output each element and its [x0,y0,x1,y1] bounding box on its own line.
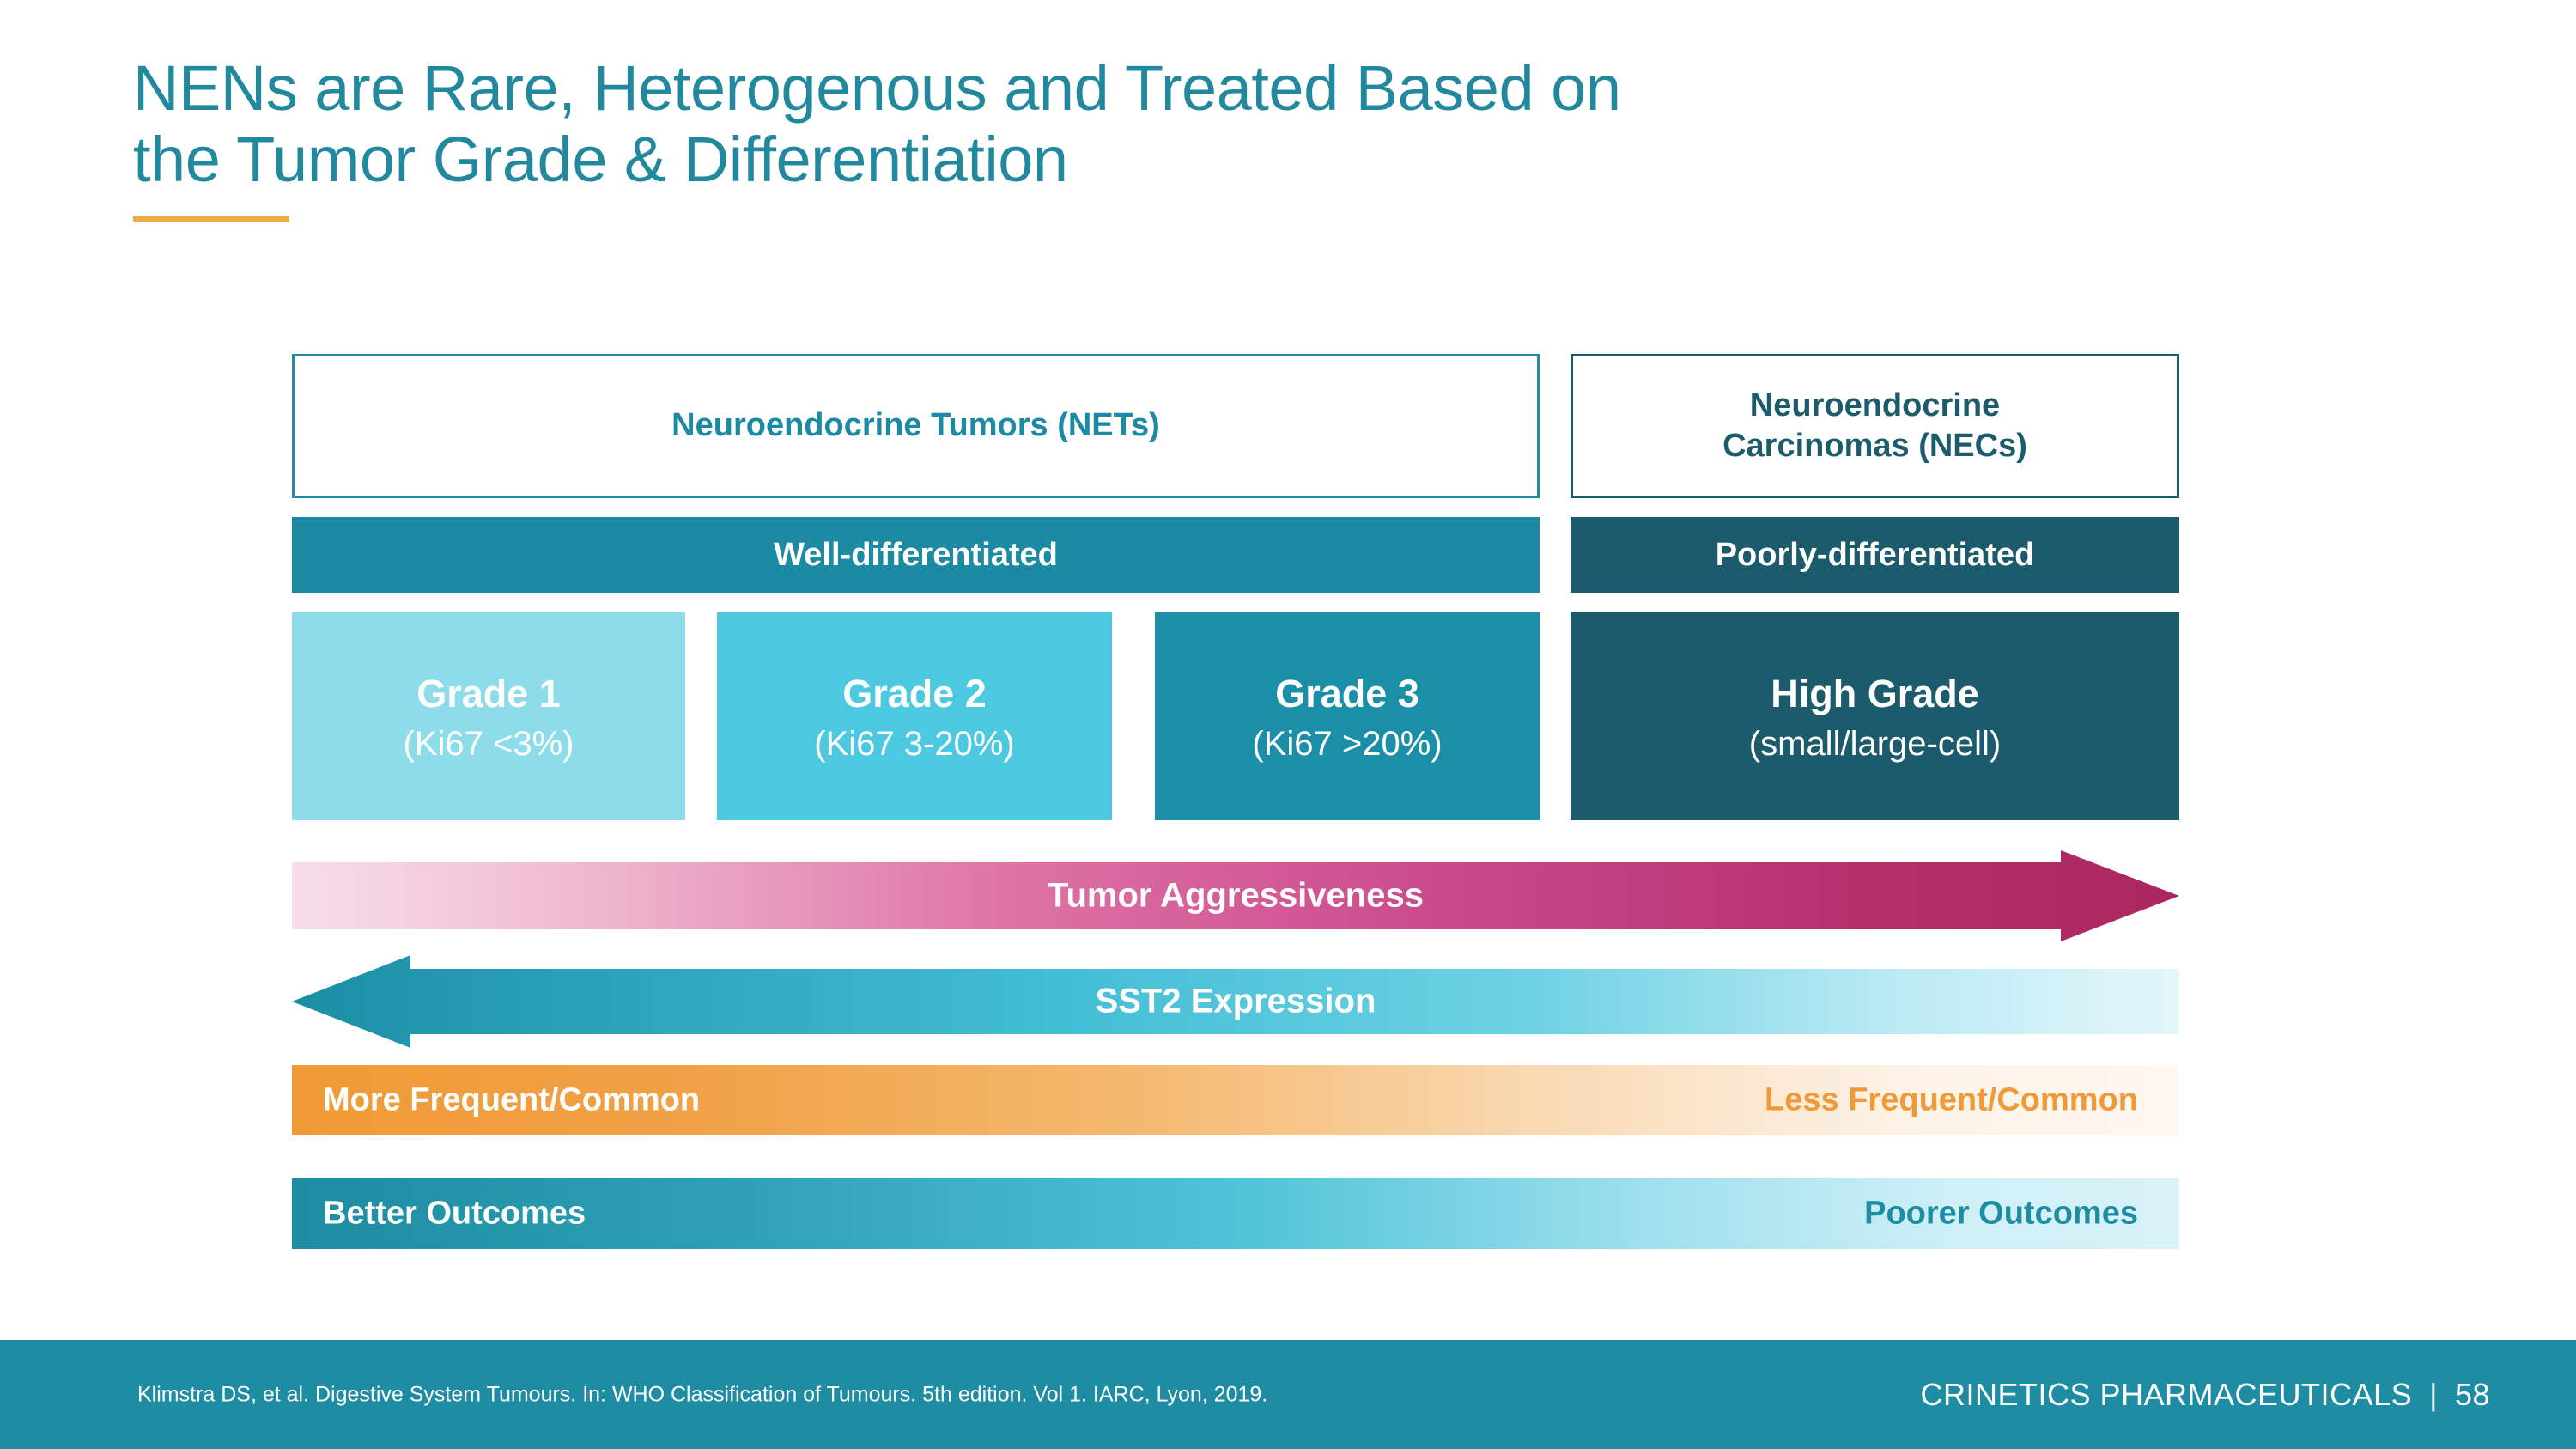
footer-branding: CRINETICS PHARMACEUTICALS | 58 [1921,1377,2490,1413]
differentiation-label-poorly: Poorly-differentiated [1715,536,2035,573]
category-label-necs: Neuroendocrine Carcinomas (NECs) [1722,387,2027,465]
page-title: NENs are Rare, Heterogenous and Treated … [133,52,1621,195]
arrow-right-icon [292,850,2179,941]
frequency-label-less: Less Frequent/Common [1765,1081,2138,1118]
grade-subtitle-1: (Ki67 <3%) [403,724,574,763]
grade-title-high: High Grade [1771,671,1979,715]
grade-subtitle-2: (Ki67 3-20%) [814,724,1015,763]
citation-text: Klimstra DS, et al. Digestive System Tum… [137,1382,1268,1406]
sst2-expression-arrow-bar: SST2 Expression [292,955,2179,1048]
outcomes-gradient-bar: Better Outcomes Poorer Outcomes [292,1178,2179,1249]
differentiation-bar-well: Well-differentiated [292,517,1540,593]
frequency-label-more: More Frequent/Common [323,1081,701,1118]
footer-separator: | [2429,1376,2438,1412]
arrow-left-icon [292,955,2179,1048]
tumor-aggressiveness-arrow-bar: Tumor Aggressiveness [292,850,2179,941]
grade-title-1: Grade 1 [416,671,561,715]
sst2-expression-label: SST2 Expression [1095,982,1376,1020]
differentiation-row: Well-differentiated Poorly-differentiate… [292,517,2179,593]
nen-classification-diagram: Neuroendocrine Tumors (NETs) Neuroendocr… [292,354,2179,1290]
title-block: NENs are Rare, Heterogenous and Treated … [133,52,2451,222]
category-box-necs: Neuroendocrine Carcinomas (NECs) [1571,354,2179,498]
slide-footer: Klimstra DS, et al. Digestive System Tum… [0,1340,2576,1449]
grade-box-2: Grade 2 (Ki67 3-20%) [717,612,1112,820]
grade-title-3: Grade 3 [1275,671,1419,715]
grade-subtitle-high: (small/large-cell) [1748,724,2002,763]
outcomes-bar-fill [292,1178,2179,1249]
tumor-aggressiveness-label: Tumor Aggressiveness [1048,876,1424,915]
outcomes-label-poorer: Poorer Outcomes [1864,1195,2138,1232]
grade-title-2: Grade 2 [842,671,987,715]
category-label-nets: Neuroendocrine Tumors (NETs) [671,407,1160,444]
differentiation-bar-poorly: Poorly-differentiated [1571,517,2179,593]
title-accent-underline [133,216,289,222]
category-header-row: Neuroendocrine Tumors (NETs) Neuroendocr… [292,354,2179,498]
grade-box-1: Grade 1 (Ki67 <3%) [292,612,685,820]
grade-box-3: Grade 3 (Ki67 >20%) [1155,612,1540,820]
grade-box-high: High Grade (small/large-cell) [1571,612,2179,820]
differentiation-label-well: Well-differentiated [774,536,1058,573]
frequency-gradient-bar: More Frequent/Common Less Frequent/Commo… [292,1065,2179,1135]
category-box-nets: Neuroendocrine Tumors (NETs) [292,354,1540,498]
frequency-bar-fill [292,1065,2179,1135]
company-name: CRINETICS PHARMACEUTICALS [1920,1376,2413,1412]
grade-subtitle-3: (Ki67 >20%) [1252,724,1443,763]
grade-row: Grade 1 (Ki67 <3%) Grade 2 (Ki67 3-20%) … [292,612,2179,820]
page-number: 58 [2454,1376,2490,1412]
outcomes-label-better: Better Outcomes [323,1195,586,1232]
